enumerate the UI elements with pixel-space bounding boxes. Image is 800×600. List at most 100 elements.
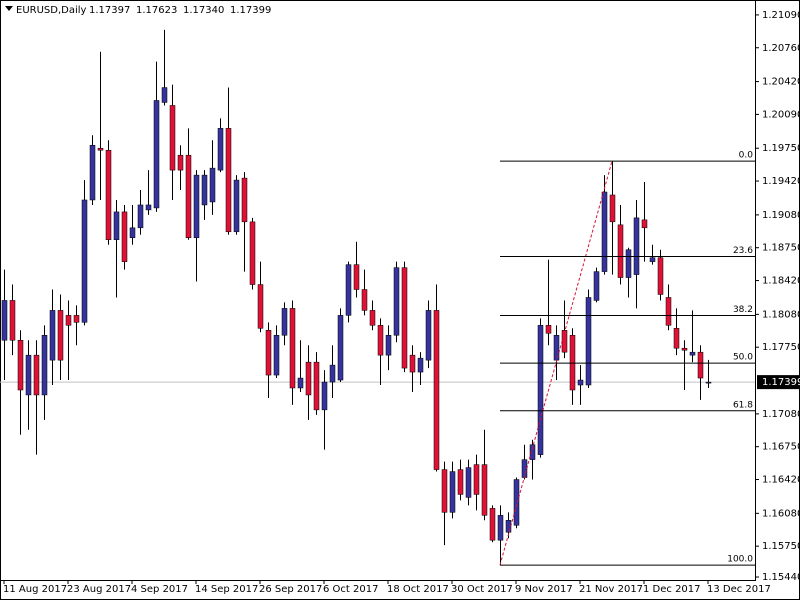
candle-body — [465, 467, 472, 498]
candle-body — [641, 219, 648, 229]
y-tick-label: 1.21090 — [762, 10, 800, 21]
last-price-box — [757, 375, 799, 390]
candle-body — [649, 257, 656, 262]
y-tick-label: 1.19080 — [762, 210, 800, 221]
candle-body — [369, 310, 376, 326]
candle-body — [81, 199, 88, 323]
candle-body — [17, 339, 24, 391]
x-tick-label: 9 Nov 2017 — [515, 584, 573, 595]
candle-body — [417, 357, 424, 373]
candle-body — [393, 267, 400, 336]
fib-label: 61.8 — [733, 400, 753, 410]
y-tick-label: 1.18420 — [762, 276, 800, 287]
candle-body — [409, 354, 416, 373]
candle-body — [185, 154, 192, 239]
header-low: 1.17340 — [183, 5, 224, 16]
candle-body — [329, 364, 336, 383]
candle-body — [201, 174, 208, 206]
candle-body — [385, 335, 392, 356]
candle-body — [537, 325, 544, 455]
candle-body — [289, 308, 296, 389]
y-tick-label: 1.16420 — [762, 475, 800, 486]
y-tick-label: 1.20420 — [762, 77, 800, 88]
candle-body — [89, 144, 96, 201]
header-open: 1.17397 — [89, 5, 130, 16]
candle-body — [441, 469, 448, 513]
y-tick-label: 1.15440 — [762, 572, 800, 583]
candle-body — [633, 217, 640, 275]
candle-body — [1, 300, 8, 341]
x-tick-label: 21 Nov 2017 — [579, 584, 643, 595]
candle-body — [169, 105, 176, 171]
candle-body — [681, 347, 688, 351]
x-tick-label: 4 Sep 2017 — [131, 584, 188, 595]
x-tick-label: 11 Aug 2017 — [3, 584, 67, 595]
candle-body — [249, 221, 256, 285]
candle-body — [177, 154, 184, 171]
candle-body — [425, 310, 432, 361]
candle-body — [673, 328, 680, 349]
candle-body — [361, 289, 368, 311]
candle-body — [297, 377, 304, 389]
candle-body — [25, 354, 32, 396]
fib-label: 50.0 — [733, 353, 753, 363]
candle-body — [625, 249, 632, 278]
candle-body — [97, 147, 104, 151]
candle-body — [665, 297, 672, 326]
fib-label: 100.0 — [727, 555, 753, 565]
candle-body — [321, 381, 328, 411]
candle-body — [353, 264, 360, 290]
x-tick-label: 23 Aug 2017 — [67, 584, 131, 595]
candle-body — [337, 315, 344, 381]
y-tick-label: 1.18080 — [762, 309, 800, 320]
candle-body — [609, 194, 616, 223]
candle-body — [129, 227, 136, 239]
candle-body — [585, 297, 592, 386]
candle-body — [489, 508, 496, 541]
x-tick-label: 1 Dec 2017 — [643, 584, 701, 595]
y-tick-label: 1.16080 — [762, 508, 800, 519]
x-tick-label: 26 Sep 2017 — [259, 584, 322, 595]
y-tick-label: 1.15750 — [762, 541, 800, 552]
candle-body — [105, 149, 112, 241]
candle-body — [57, 310, 64, 361]
candle-body — [449, 471, 456, 513]
fib-label: 38.2 — [733, 305, 753, 315]
candle-body — [113, 211, 120, 241]
candle-body — [161, 87, 168, 103]
candle-body — [377, 325, 384, 356]
candle-body — [145, 204, 152, 211]
candle-body — [193, 174, 200, 239]
header-high: 1.17623 — [136, 5, 177, 16]
last-price-label: 1.17399 — [762, 377, 800, 388]
y-tick-label: 1.17750 — [762, 342, 800, 353]
header-symbol: EURUSD,Daily — [16, 5, 87, 16]
candle-body — [617, 224, 624, 278]
header-close: 1.17399 — [230, 5, 271, 16]
candle-body — [305, 361, 312, 396]
candle-body — [545, 325, 552, 334]
candle-body — [137, 204, 144, 229]
candle-body — [273, 335, 280, 376]
candle-body — [513, 479, 520, 526]
y-tick-label: 1.17080 — [762, 409, 800, 420]
candle-body — [473, 464, 480, 495]
candle-body — [497, 515, 504, 541]
candle-body — [73, 315, 80, 323]
y-tick-label: 1.19750 — [762, 143, 800, 154]
candle-body — [209, 167, 216, 203]
candle-body — [697, 351, 704, 379]
candle-body — [689, 351, 696, 356]
candle-body — [153, 100, 160, 209]
candle-body — [345, 264, 352, 316]
candle-body — [313, 361, 320, 411]
candle-body — [257, 284, 264, 329]
candle-body — [601, 191, 608, 272]
candle-body — [225, 128, 232, 233]
candle-body — [657, 257, 664, 295]
candle-body — [433, 310, 440, 470]
candle-body — [65, 315, 72, 326]
